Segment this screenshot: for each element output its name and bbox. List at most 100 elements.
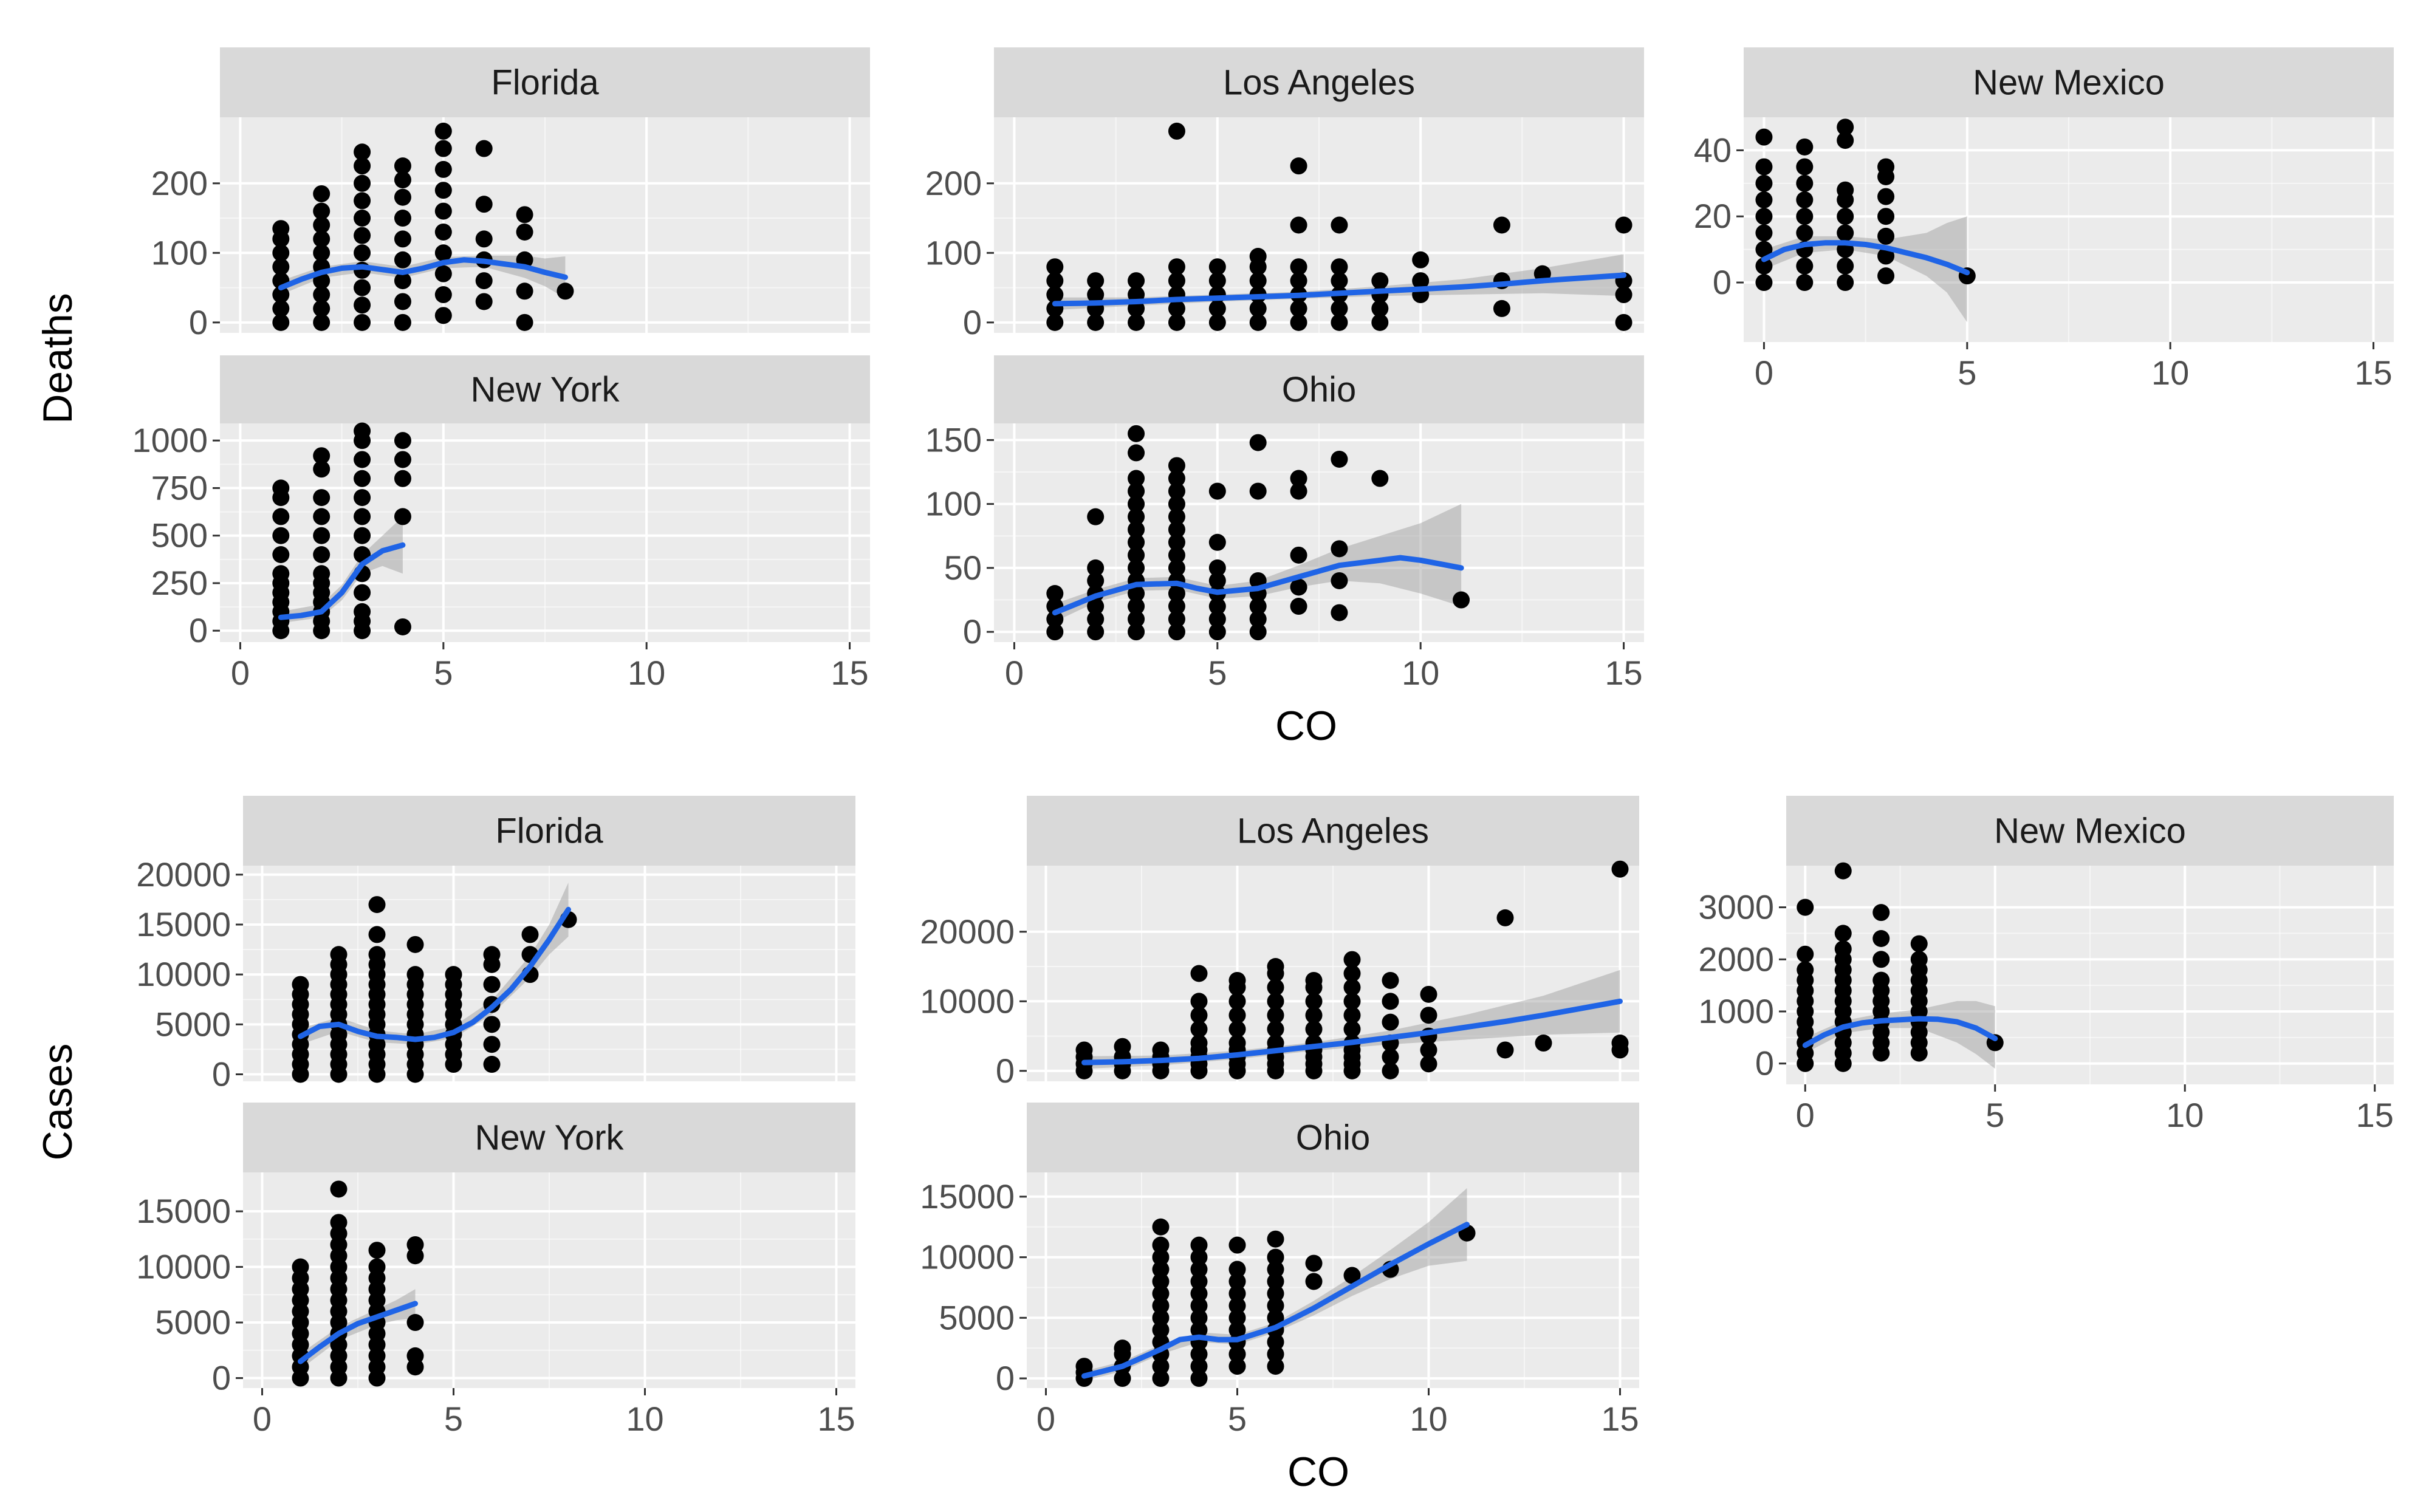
smooth-trend-line <box>1081 998 1623 1066</box>
data-point <box>406 936 424 953</box>
data-point <box>1190 1358 1208 1375</box>
data-point <box>1755 241 1773 258</box>
data-point <box>330 1214 348 1231</box>
data-point <box>1128 623 1145 641</box>
data-point <box>1796 274 1814 292</box>
data-point <box>445 966 462 983</box>
data-point <box>1128 611 1145 628</box>
y-tick-label: 100 <box>151 233 208 272</box>
facet-strip <box>1744 47 2394 117</box>
x-tick-label: 15 <box>831 654 868 692</box>
data-point <box>1755 191 1773 209</box>
facet-title: New York <box>470 370 620 409</box>
data-point <box>1796 158 1814 176</box>
data-point <box>1190 993 1208 1010</box>
data-point <box>313 460 331 478</box>
data-point <box>1087 272 1105 290</box>
facet-strip <box>220 355 870 423</box>
y-tick-label: 5000 <box>939 1298 1015 1336</box>
data-point <box>1046 272 1064 290</box>
data-point <box>1382 1048 1399 1066</box>
data-point <box>354 174 371 192</box>
data-point <box>1382 1062 1399 1079</box>
data-point <box>1305 1021 1323 1038</box>
data-point <box>1343 979 1361 996</box>
y-tick-label: 0 <box>189 303 208 341</box>
y-axis-title-cases: Cases <box>35 1044 81 1161</box>
data-point <box>1755 257 1773 275</box>
y-tick-label: 3000 <box>1698 888 1774 926</box>
data-point <box>434 202 452 220</box>
data-point <box>1190 1309 1208 1327</box>
data-point <box>1228 1309 1246 1327</box>
x-tick-label: 15 <box>1605 654 1642 692</box>
data-point <box>1114 1339 1131 1357</box>
smooth-trend-line <box>1052 555 1464 616</box>
x-tick-label: 0 <box>1755 354 1773 392</box>
data-point <box>1420 1041 1437 1059</box>
data-point <box>1290 299 1307 317</box>
data-point <box>1267 1358 1284 1375</box>
facet-strip <box>994 355 1644 423</box>
data-point <box>272 546 290 563</box>
y-axis-title-deaths: Deaths <box>35 293 81 423</box>
data-point <box>1190 1248 1208 1266</box>
data-point <box>434 160 452 178</box>
data-point <box>1152 1285 1170 1302</box>
data-point <box>483 946 501 963</box>
data-point <box>1290 313 1307 331</box>
facet-strip <box>220 47 870 117</box>
data-point <box>1371 470 1389 487</box>
data-point <box>1128 470 1145 487</box>
data-point <box>1615 216 1632 234</box>
data-point <box>1168 559 1185 576</box>
data-point <box>394 188 411 206</box>
facet-title: Florida <box>491 63 599 103</box>
data-point <box>394 210 411 227</box>
data-point <box>1535 1035 1552 1052</box>
data-point <box>434 223 452 241</box>
data-point <box>1420 1055 1437 1073</box>
data-point <box>1168 299 1185 317</box>
data-point <box>354 296 371 314</box>
x-tick-label: 5 <box>1985 1096 2004 1134</box>
y-tick-label: 20000 <box>920 912 1015 951</box>
facet-title: New Mexico <box>1973 63 2165 103</box>
data-point <box>313 244 331 262</box>
data-point <box>272 313 290 331</box>
data-point <box>1305 1273 1323 1290</box>
x-tick-label: 15 <box>2356 1096 2394 1134</box>
data-point <box>434 122 452 140</box>
data-point <box>1168 623 1185 641</box>
y-tick-label: 50 <box>944 549 982 587</box>
data-point <box>354 227 371 244</box>
data-point <box>475 293 493 310</box>
smooth-trend-line <box>278 542 406 620</box>
data-point <box>394 470 411 487</box>
data-point <box>1797 898 1814 916</box>
y-tick-label: 1000 <box>132 421 208 459</box>
data-point <box>1755 274 1773 292</box>
facet-strip <box>243 1103 855 1172</box>
data-point <box>1152 1218 1170 1236</box>
data-point <box>272 527 290 544</box>
data-point <box>1611 1035 1629 1052</box>
data-point <box>394 432 411 450</box>
facet-cases-new-york: New York 0 5000 10000 15000 0 5 10 15 <box>136 1103 855 1438</box>
data-point <box>1190 1370 1208 1387</box>
data-point <box>1267 1285 1284 1302</box>
data-point <box>1796 208 1814 225</box>
data-point <box>521 926 539 943</box>
facet-cases-ohio: Ohio 0 5000 10000 15000 0 5 10 15 <box>920 1103 1639 1438</box>
x-axis-title-cases: CO <box>1287 1449 1349 1495</box>
smooth-trend-line <box>278 257 568 291</box>
data-point <box>475 272 493 290</box>
data-point <box>1796 138 1814 156</box>
data-point <box>1834 862 1852 880</box>
data-point <box>1190 1035 1208 1052</box>
data-point <box>1420 1007 1437 1024</box>
data-point <box>1087 598 1105 615</box>
data-point <box>1837 208 1854 225</box>
data-point <box>1208 482 1226 500</box>
facet-cases-florida: Florida 0 5000 10000 15000 20000 <box>136 796 855 1093</box>
